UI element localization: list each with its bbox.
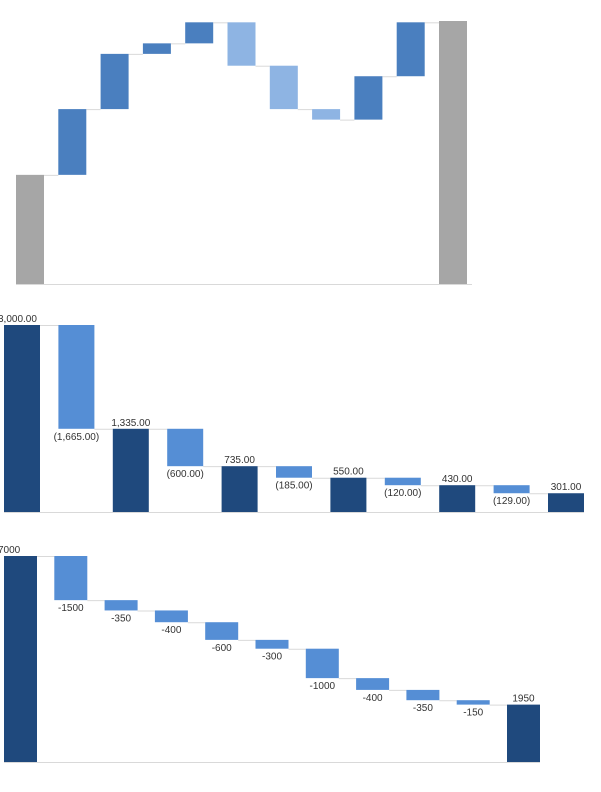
total-bar bbox=[16, 174, 44, 284]
decrease-bar bbox=[312, 109, 341, 120]
decrease-bar bbox=[54, 556, 88, 601]
decrease-bar bbox=[493, 485, 530, 494]
data-label: 3,000.00 bbox=[0, 314, 37, 325]
data-label: -400 bbox=[363, 693, 383, 704]
total-bar bbox=[439, 21, 467, 284]
decrease-bar bbox=[154, 610, 188, 623]
total-bar bbox=[221, 466, 258, 512]
decrease-bar bbox=[305, 648, 339, 679]
data-label: -1500 bbox=[58, 603, 84, 614]
total-bar bbox=[112, 428, 149, 512]
increase-bar bbox=[354, 76, 383, 120]
total-bar bbox=[4, 325, 40, 512]
decrease-bar bbox=[456, 700, 490, 705]
data-label: -600 bbox=[212, 643, 232, 654]
data-label: (185.00) bbox=[275, 481, 312, 492]
decrease-bar bbox=[205, 622, 239, 640]
waterfall-chart-1 bbox=[16, 21, 472, 285]
increase-bar bbox=[396, 22, 425, 77]
decrease-bar bbox=[227, 22, 256, 66]
data-label: 301.00 bbox=[551, 482, 582, 493]
total-bar bbox=[507, 704, 540, 762]
waterfall-chart-2: 3,000.00 (1,665.00) 1,335.00 (600.00) 735.00… bbox=[0, 314, 584, 513]
decrease-bar bbox=[384, 477, 421, 486]
increase-bar bbox=[185, 22, 214, 44]
data-label: 430.00 bbox=[442, 474, 473, 485]
data-label: (1,665.00) bbox=[54, 432, 100, 443]
decrease-bar bbox=[269, 65, 298, 110]
total-bar bbox=[330, 477, 367, 512]
data-label: (600.00) bbox=[167, 469, 204, 480]
decrease-bar bbox=[356, 678, 390, 690]
data-label: 1950 bbox=[512, 694, 535, 705]
total-bar bbox=[548, 493, 584, 512]
total-bar bbox=[4, 556, 37, 762]
increase-bar bbox=[142, 43, 171, 54]
data-label: 735.00 bbox=[224, 455, 255, 466]
data-label: -150 bbox=[463, 708, 483, 719]
decrease-bar bbox=[255, 639, 289, 649]
decrease-bar bbox=[276, 466, 312, 478]
data-label: 550.00 bbox=[333, 467, 364, 478]
increase-bar bbox=[58, 109, 87, 175]
total-bar bbox=[439, 485, 476, 512]
decrease-bar bbox=[104, 600, 138, 611]
decrease-bar bbox=[406, 689, 440, 701]
decrease-bar bbox=[58, 325, 95, 429]
data-label: -350 bbox=[413, 703, 433, 714]
data-label: -1000 bbox=[310, 681, 336, 692]
data-label: (129.00) bbox=[493, 496, 530, 507]
waterfall-chart-3: 7000 -1500 -350 -400 -600 -300 -1000 -400 -350 -1… bbox=[0, 545, 540, 763]
data-label: -300 bbox=[262, 652, 282, 663]
data-label: (120.00) bbox=[384, 488, 421, 499]
increase-bar bbox=[100, 53, 129, 110]
data-label: 7000 bbox=[0, 545, 21, 556]
decrease-bar bbox=[167, 428, 204, 467]
data-label: 1,335.00 bbox=[111, 418, 150, 429]
data-label: -400 bbox=[161, 625, 181, 636]
data-label: -350 bbox=[111, 613, 131, 624]
